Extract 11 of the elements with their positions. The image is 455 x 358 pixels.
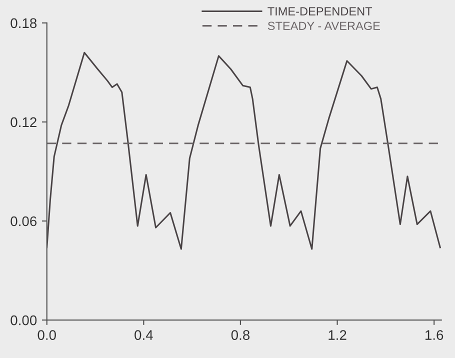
x-tick-label: 0.4 [134,330,153,340]
y-tick-label: 0.18 [10,18,37,28]
y-tick-label: 0.12 [10,117,36,128]
text: TIME-DEPENDENT [268,7,372,16]
x-tick-label: 1.6 [425,330,444,340]
text: STEADY - AVERAGE [268,22,380,30]
x-tick-label: 0.0 [38,330,56,340]
y-tick-label: 0.06 [10,216,37,226]
y-tick-label: 0.00 [10,315,37,326]
x-tick-label: 0.8 [231,330,250,340]
x-tick-label: 1.2 [328,330,346,340]
